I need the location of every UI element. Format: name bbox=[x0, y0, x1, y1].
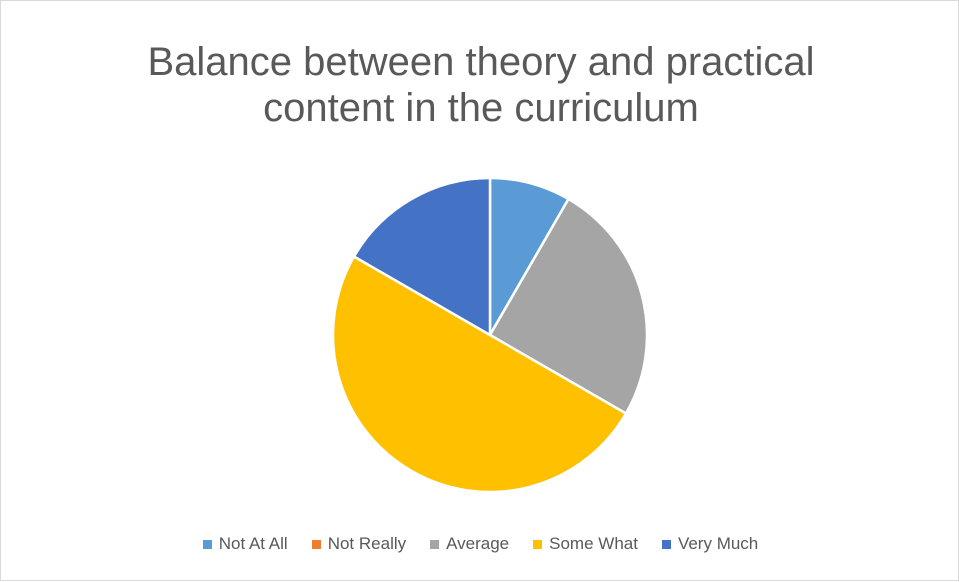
pie-slice bbox=[488, 197, 649, 416]
legend-item: Not Really bbox=[311, 534, 407, 554]
legend-item: Very Much bbox=[661, 534, 759, 554]
legend-label: Average bbox=[446, 534, 510, 553]
legend-swatch bbox=[202, 539, 212, 549]
legend-label: Not Really bbox=[327, 534, 407, 553]
chart-title: Balance between theory and practical con… bbox=[147, 40, 815, 130]
legend: Not At All Not Really Average Some What Very… bbox=[1, 534, 959, 554]
legend-swatch bbox=[311, 539, 321, 549]
legend-label: Very Much bbox=[677, 534, 759, 553]
legend-swatch bbox=[430, 539, 440, 549]
pie-slice bbox=[331, 254, 628, 494]
legend-swatch bbox=[661, 539, 671, 549]
legend-label: Not At All bbox=[218, 534, 288, 553]
legend-item: Some What bbox=[533, 534, 638, 554]
pie-slice bbox=[352, 176, 492, 338]
legend-item: Average bbox=[430, 534, 509, 554]
legend-label: Some What bbox=[549, 534, 638, 553]
legend-item: Not At All bbox=[202, 534, 288, 554]
legend-swatch bbox=[533, 539, 543, 549]
